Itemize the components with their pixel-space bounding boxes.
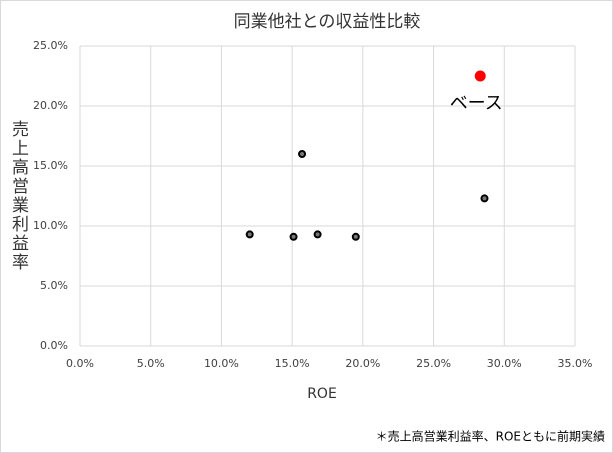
footnote: ＊売上高営業利益率、ROEともに前期実績 xyxy=(376,429,605,444)
x-tick-label: 0.0% xyxy=(66,357,94,370)
point xyxy=(313,230,322,239)
point xyxy=(480,194,489,203)
x-tick-label: 25.0% xyxy=(416,357,451,370)
annotation: ベース xyxy=(450,93,503,114)
y-tick-label: 15.0% xyxy=(33,159,68,172)
y-axis-label: 売上高営業利益率 xyxy=(8,120,29,272)
y-tick-label: 5.0% xyxy=(40,279,68,292)
x-tick-label: 5.0% xyxy=(137,357,165,370)
point xyxy=(245,230,254,239)
y-tick-label: 0.0% xyxy=(40,339,68,352)
chart-title: 同業他社との収益性比較 xyxy=(234,12,421,32)
point xyxy=(474,70,486,82)
y-tick-label: 20.0% xyxy=(33,99,68,112)
x-tick-label: 15.0% xyxy=(275,357,310,370)
point xyxy=(298,150,307,158)
x-tick-label: 35.0% xyxy=(558,357,593,370)
x-tick-label: 30.0% xyxy=(487,357,522,370)
y-tick-label: 25.0% xyxy=(33,39,68,52)
point xyxy=(351,232,360,241)
x-tick-label: 10.0% xyxy=(204,357,239,370)
point xyxy=(289,232,298,241)
y-tick-label: 10.0% xyxy=(33,219,68,232)
x-tick-label: 20.0% xyxy=(345,357,380,370)
x-axis-label: ROE xyxy=(307,386,337,402)
